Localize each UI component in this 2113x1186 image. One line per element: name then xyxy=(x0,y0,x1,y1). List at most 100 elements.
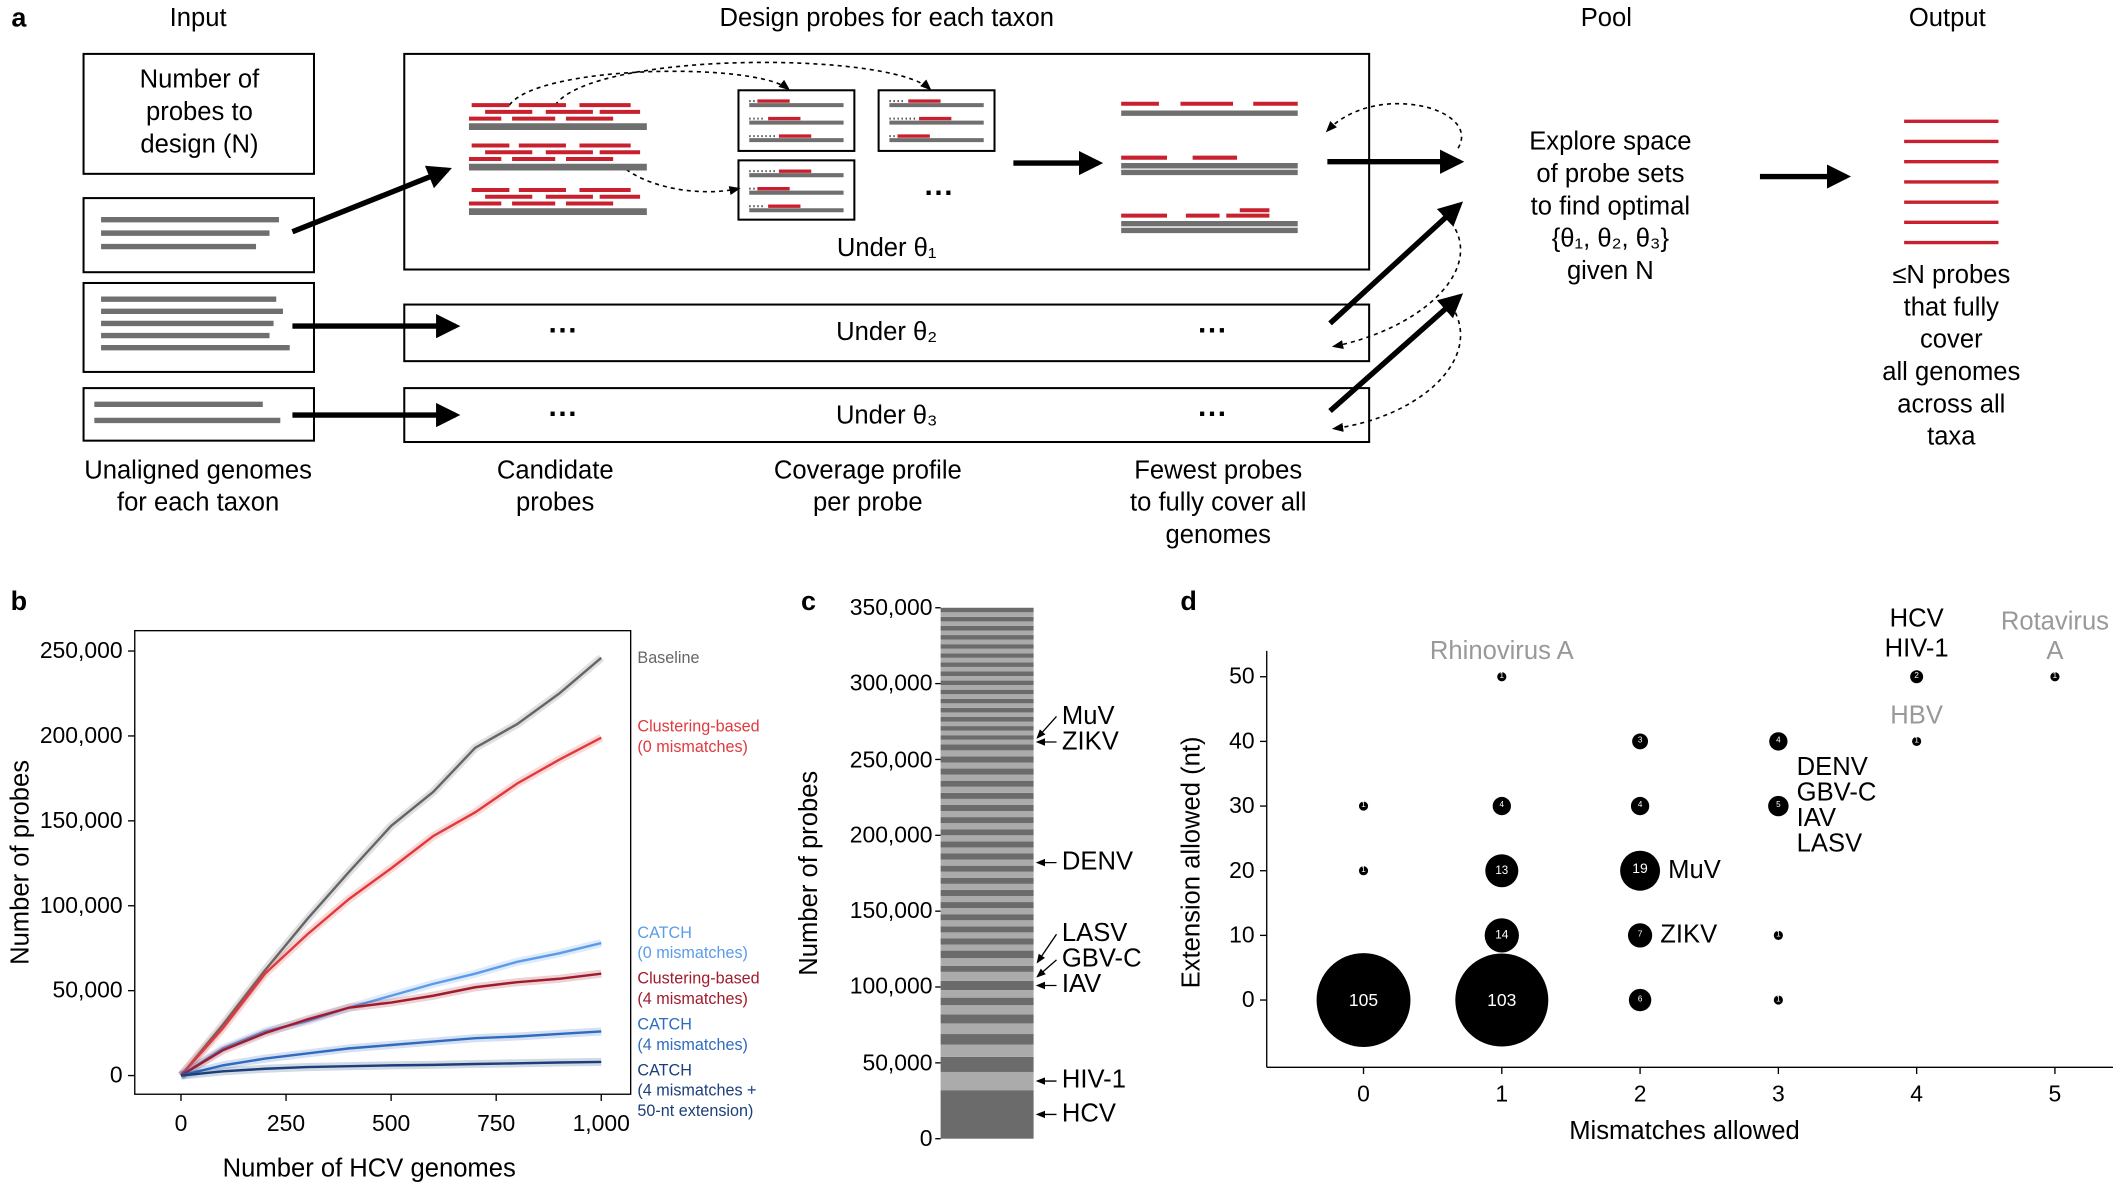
segment-label: IAV xyxy=(1061,970,1102,1000)
bar-segment xyxy=(940,958,1034,966)
bar-segment xyxy=(940,707,1034,713)
bar-segment xyxy=(940,721,1034,727)
bar-segment xyxy=(940,739,1034,745)
bubble xyxy=(1630,796,1650,816)
bubble xyxy=(1497,672,1507,682)
y-tick-label: 300,000 xyxy=(849,670,933,697)
bar-segment xyxy=(940,639,1034,645)
segment-label: LASV xyxy=(1061,919,1128,948)
bar-segment xyxy=(940,750,1034,757)
y-tick-label: 100,000 xyxy=(849,974,933,1000)
y-tick-label: 150,000 xyxy=(849,898,933,924)
series-line xyxy=(180,656,603,1077)
bubble xyxy=(1773,930,1783,940)
bubble-value: 105 xyxy=(1348,989,1379,1011)
bar-segment xyxy=(940,703,1034,708)
bar-segment xyxy=(940,1005,1034,1015)
x-tick-label: 0 xyxy=(174,1110,188,1137)
bar-segment xyxy=(940,835,1034,842)
output-text: ≤N probes that fully cover all genomes a… xyxy=(1882,261,2021,452)
bar-segment xyxy=(940,648,1034,654)
x-tick-label: 1 xyxy=(1495,1081,1509,1107)
bubble xyxy=(1628,988,1652,1012)
bubble xyxy=(1455,953,1549,1047)
arrow xyxy=(1328,201,1464,326)
bubble-value: 4 xyxy=(1637,801,1643,811)
panel-label: d xyxy=(1180,586,1197,617)
x-tick-label: 750 xyxy=(477,1110,516,1137)
dashed-arrow xyxy=(554,61,932,106)
bar-segment xyxy=(940,630,1034,636)
bar-segment xyxy=(940,853,1034,860)
y-tick-label: 50,000 xyxy=(52,977,123,1004)
bar-segment xyxy=(940,817,1034,824)
x-tick-label: 250 xyxy=(266,1110,306,1137)
box xyxy=(82,281,315,373)
y-tick-label: 350,000 xyxy=(849,594,933,621)
segment-label: HCV xyxy=(1061,1099,1116,1129)
bar-segment xyxy=(940,671,1034,677)
ellipsis: ··· xyxy=(548,312,579,347)
bubble-value: 1 xyxy=(1361,866,1366,875)
bar-segment xyxy=(940,1014,1034,1024)
x-tick-label: 4 xyxy=(1910,1081,1924,1107)
bubble-value: 4 xyxy=(1776,737,1781,746)
bar-segment xyxy=(940,883,1034,890)
point-label: MuV xyxy=(1668,856,1721,885)
bar-segment xyxy=(940,950,1034,959)
bar-segment xyxy=(940,811,1034,818)
ellipsis: ··· xyxy=(1198,396,1228,431)
y-tick-label: 50 xyxy=(1229,663,1255,690)
bubble-value: 103 xyxy=(1487,989,1517,1011)
box xyxy=(82,52,315,175)
legend-label: Baseline xyxy=(637,647,700,667)
bubble xyxy=(1620,850,1661,891)
y-tick-label: 150,000 xyxy=(39,807,123,834)
annotation-arrow xyxy=(1036,959,1057,978)
bar-segment xyxy=(940,1056,1034,1072)
bar-segment xyxy=(940,926,1034,933)
bar-segment xyxy=(940,635,1034,640)
pool-text: Explore space of probe sets to find opti… xyxy=(1529,128,1692,286)
bar-segment xyxy=(940,716,1034,722)
y-tick-label: 0 xyxy=(109,1062,123,1089)
bar-segment xyxy=(940,730,1034,736)
x-tick-label: 3 xyxy=(1771,1081,1785,1107)
y-tick-label: 0 xyxy=(919,1125,933,1152)
bar-segment xyxy=(940,1034,1034,1045)
bar-segment xyxy=(940,938,1034,945)
bar-segment xyxy=(940,607,1034,613)
bar-segment xyxy=(940,1023,1034,1035)
y-tick-label: 0 xyxy=(1241,987,1255,1013)
bar-segment xyxy=(940,698,1034,704)
bar-segment xyxy=(940,612,1034,617)
bar-segment xyxy=(940,944,1034,951)
bubble-value: 5 xyxy=(1776,801,1781,811)
bubble-value: 1 xyxy=(1914,737,1919,746)
box xyxy=(82,387,315,442)
bar-segment xyxy=(940,680,1034,686)
point-label: DENV GBV-C IAV LASV xyxy=(1796,753,1877,859)
condition: Under θ₁ xyxy=(836,234,937,263)
y-tick-label: 100,000 xyxy=(39,892,123,919)
x-axis-label: Mismatches allowed xyxy=(1569,1117,1800,1146)
series-band xyxy=(177,734,604,1079)
caption: Coverage profile per probe xyxy=(773,456,962,518)
bubble-value: 13 xyxy=(1495,863,1509,878)
legend-label: Clustering-based (4 mismatches) xyxy=(637,968,760,1008)
dashed-arrow xyxy=(1325,102,1463,149)
bar-segment xyxy=(940,889,1034,896)
bar-segment xyxy=(940,689,1034,695)
segment-label: DENV xyxy=(1061,847,1134,877)
legend-label: Clustering-based (0 mismatches) xyxy=(637,717,760,757)
bar-segment xyxy=(940,768,1034,775)
bar-segment xyxy=(940,990,1034,998)
header: Pool xyxy=(1580,4,1632,33)
segment-label: GBV-C xyxy=(1061,945,1142,974)
bar-segment xyxy=(940,804,1034,812)
point-label: HCV HIV-1 xyxy=(1884,605,1949,664)
bar-segment xyxy=(940,712,1034,717)
bubble-value: 1 xyxy=(2052,672,2058,681)
bubble xyxy=(1358,801,1369,811)
bar-segment xyxy=(940,965,1034,972)
